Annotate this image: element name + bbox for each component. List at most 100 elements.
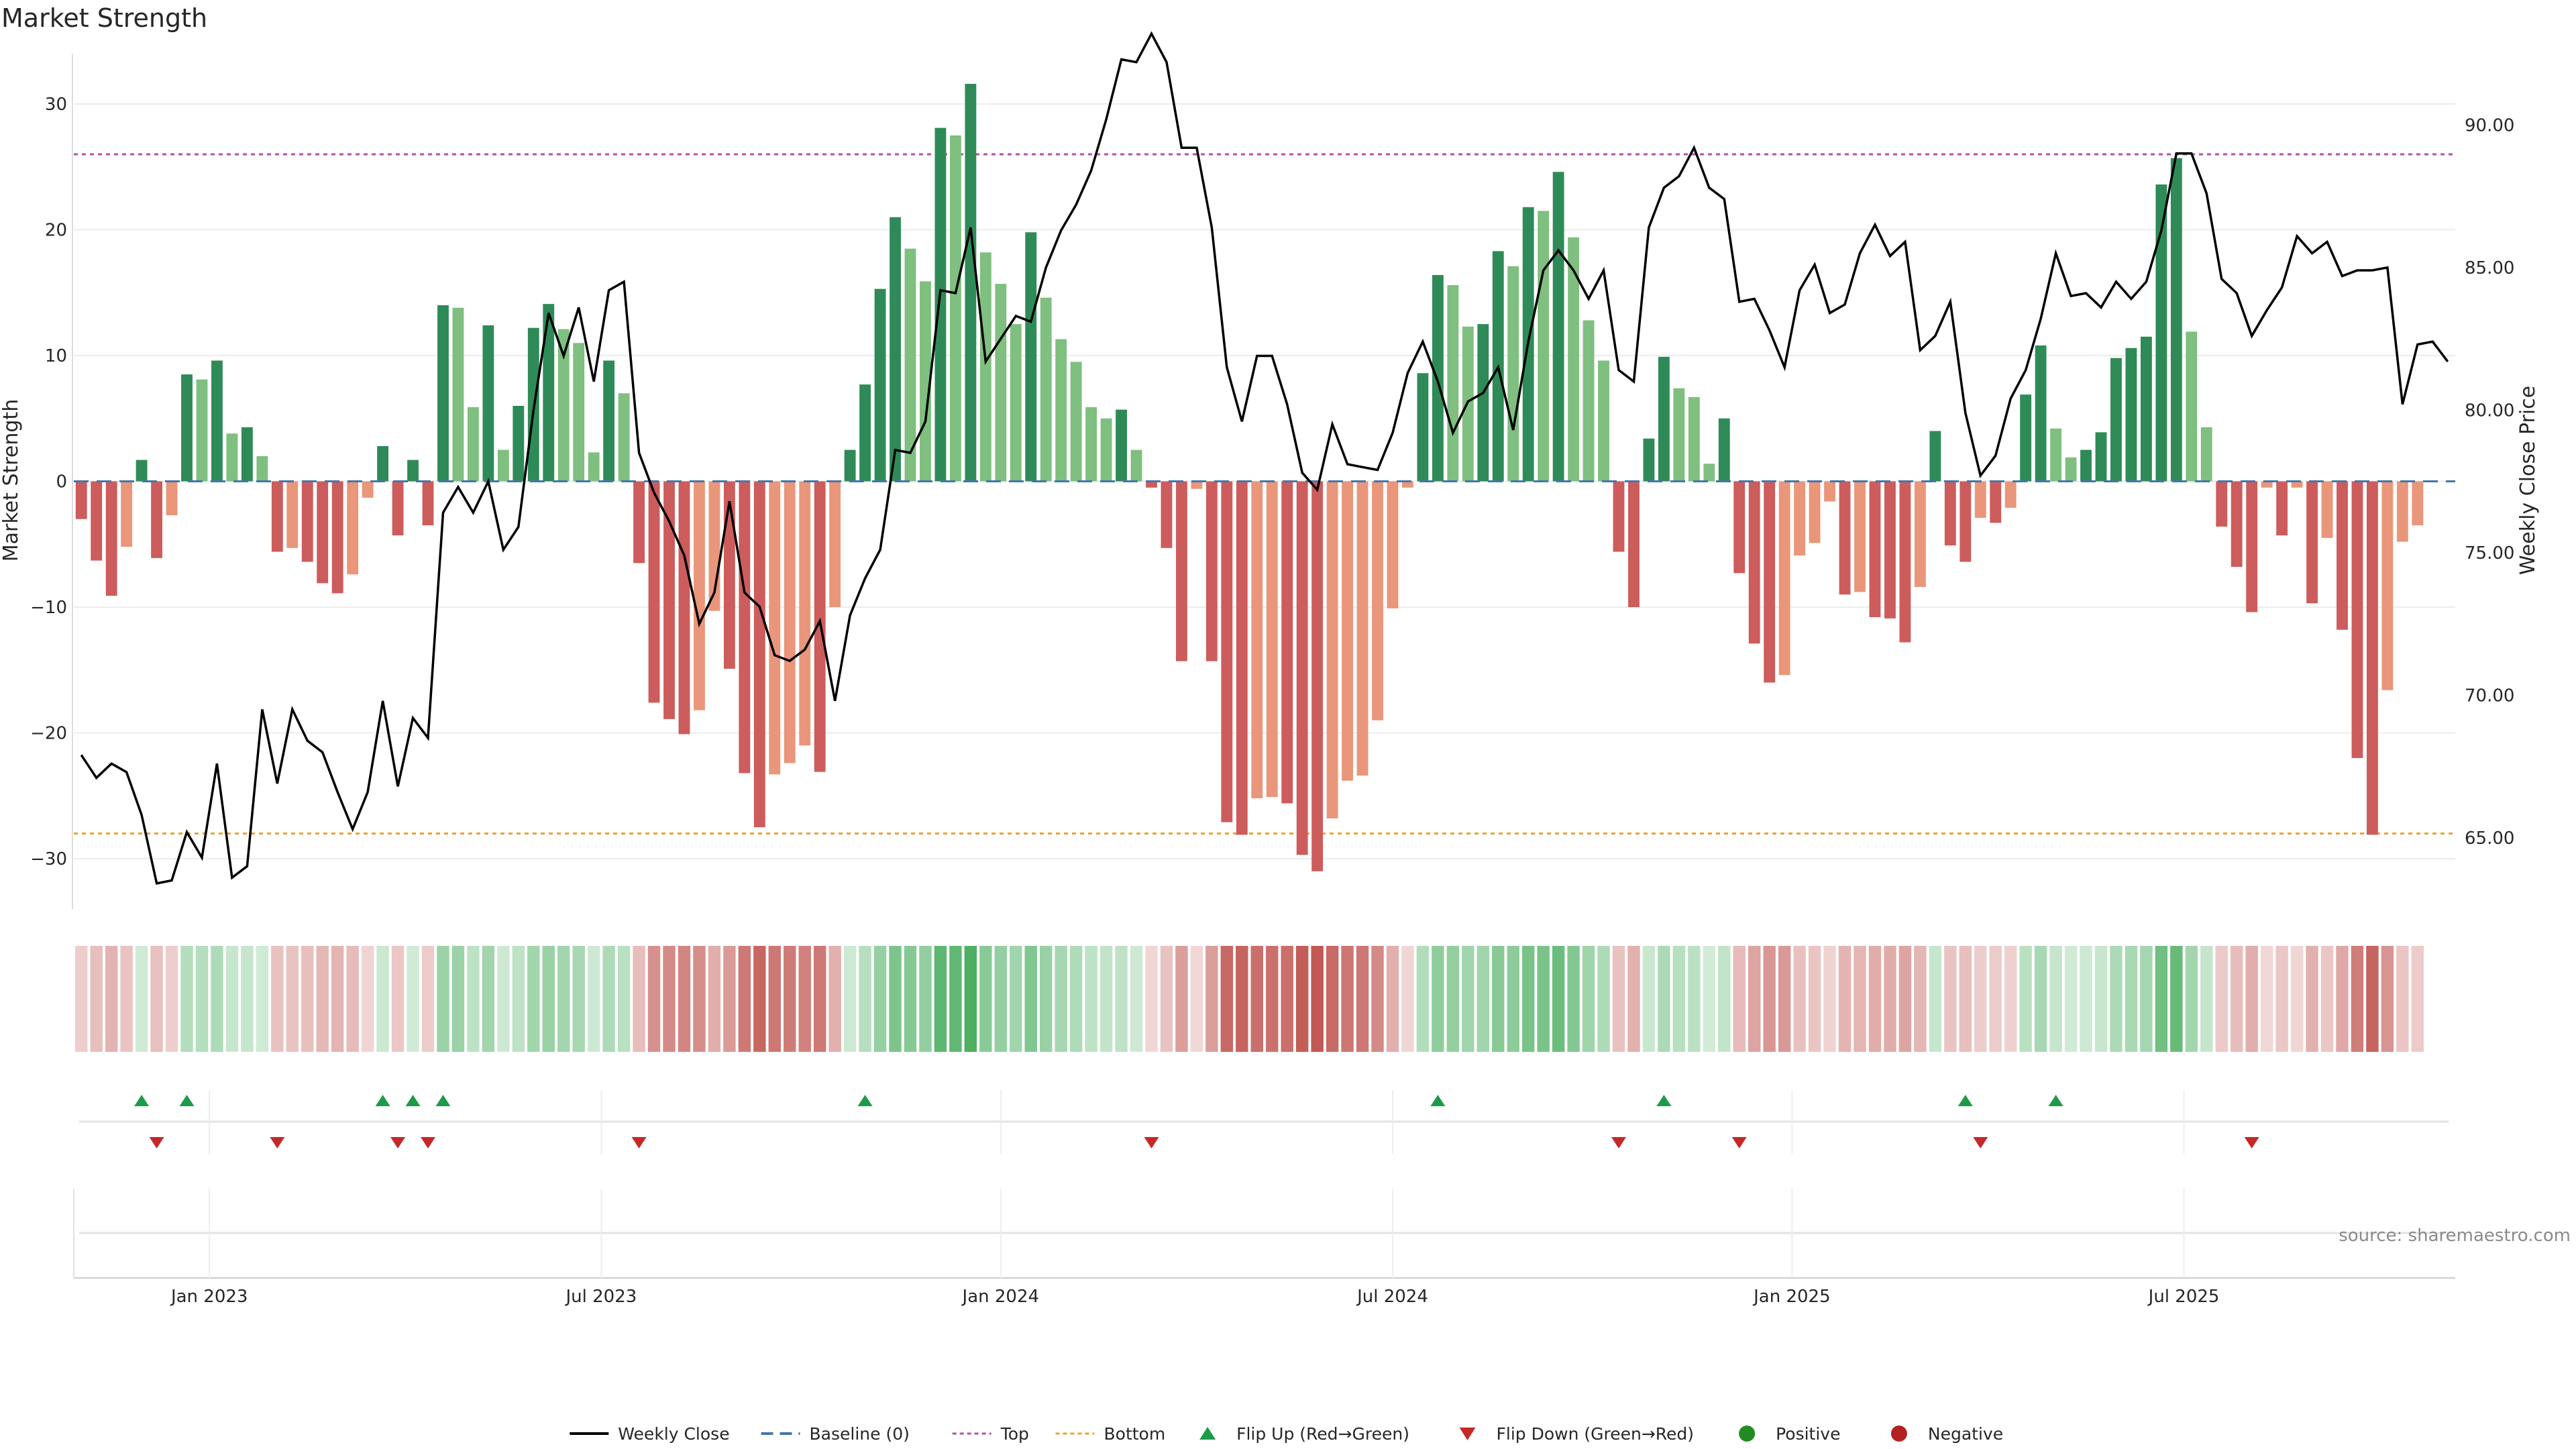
heat-cell	[813, 946, 826, 1052]
strength-bar	[2216, 481, 2228, 527]
heat-cell	[1160, 946, 1173, 1052]
legend-item-pos: Positive	[1739, 1424, 1840, 1444]
heat-cell	[1416, 946, 1430, 1052]
strength-bar	[1538, 211, 1550, 482]
left-tick-label: 30	[45, 95, 67, 115]
legend-label: Flip Down (Green→Red)	[1497, 1424, 1695, 1444]
strength-bar	[1326, 481, 1338, 818]
heat-cell	[316, 946, 329, 1052]
heat-cell	[150, 946, 163, 1052]
strength-bar	[1839, 481, 1851, 595]
legend-item-flipup: Flip Up (Red→Green)	[1199, 1424, 1409, 1444]
strength-bar	[678, 481, 690, 735]
x-tick-label: Jul 2024	[1356, 1287, 1428, 1307]
strength-bar	[2140, 336, 2152, 482]
strength-bar	[437, 305, 449, 482]
heat-cell	[2306, 946, 2318, 1052]
strength-bar	[1130, 449, 1142, 482]
heat-cell	[1205, 946, 1218, 1052]
heat-cell	[1778, 946, 1791, 1052]
heat-cell	[467, 946, 480, 1052]
legend-swatch-positive	[1739, 1426, 1756, 1442]
strength-bar	[1974, 481, 1986, 518]
strength-bar	[1613, 481, 1625, 552]
heat-cell	[1507, 946, 1519, 1052]
flip-down-marker	[149, 1137, 164, 1148]
flip-down-marker	[390, 1137, 406, 1148]
strength-bar	[331, 481, 343, 594]
strength-bar	[2246, 481, 2258, 612]
heat-cell	[1055, 946, 1067, 1052]
strength-bar	[136, 460, 148, 482]
strength-bar	[1447, 285, 1459, 482]
strength-bars	[75, 84, 2424, 871]
flip-down-marker	[1611, 1137, 1627, 1148]
strength-bar	[979, 252, 991, 482]
heat-cell	[587, 946, 600, 1052]
strength-bar	[723, 481, 735, 669]
heat-cell	[2215, 946, 2228, 1052]
legend-swatch-flip-up	[1199, 1427, 1216, 1440]
heat-cell	[542, 946, 555, 1052]
legend-label: Baseline (0)	[810, 1424, 910, 1444]
heat-cell	[1401, 946, 1414, 1052]
heat-cell	[1099, 946, 1113, 1052]
strength-bar	[1372, 481, 1383, 720]
strength-heat-strip	[75, 946, 2424, 1052]
heat-cell	[241, 946, 254, 1052]
heat-cell	[2351, 946, 2364, 1052]
legend-swatch-flip-down	[1459, 1428, 1476, 1440]
x-tick-label: Jul 2025	[2147, 1287, 2220, 1307]
legend-label: Flip Up (Red→Green)	[1236, 1424, 1409, 1444]
flip-down-marker	[1144, 1137, 1159, 1148]
heat-cell	[1295, 946, 1309, 1052]
heat-cell	[2155, 946, 2168, 1052]
strength-bar	[1417, 373, 1429, 482]
strength-bar	[2231, 481, 2243, 567]
heat-cell	[1718, 946, 1731, 1052]
strength-bar	[2035, 345, 2047, 482]
strength-bar	[392, 481, 404, 536]
heat-cell	[1492, 946, 1505, 1052]
strength-bar	[2306, 481, 2318, 604]
heat-cell	[633, 946, 645, 1052]
heat-cell	[1974, 946, 1987, 1052]
heat-cell	[873, 946, 887, 1052]
heat-cell	[2019, 946, 2032, 1052]
strength-bar	[663, 481, 675, 719]
heat-cell	[527, 946, 540, 1052]
heat-cell	[2185, 946, 2198, 1052]
heat-cell	[964, 946, 977, 1052]
strength-bar	[1311, 481, 1324, 871]
heat-cell	[437, 946, 449, 1052]
flip-down-marker	[421, 1137, 436, 1148]
heat-cell	[1823, 946, 1836, 1052]
strength-bar	[1221, 481, 1233, 822]
legend-item-top: Top	[952, 1424, 1029, 1444]
heat-cell	[2110, 946, 2123, 1052]
left-tick-label: 10	[45, 346, 67, 366]
strength-bar	[2366, 481, 2378, 835]
strength-bar	[784, 481, 796, 763]
heat-cell	[1838, 946, 1851, 1052]
heat-cell	[2381, 946, 2394, 1052]
flip-up-marker	[2048, 1095, 2063, 1106]
strength-bar	[1582, 320, 1595, 482]
strength-bar	[1688, 396, 1700, 482]
flip-up-marker	[375, 1095, 390, 1106]
heat-cell	[1311, 946, 1324, 1052]
strength-bar	[2321, 481, 2333, 538]
heat-cell	[1281, 946, 1293, 1052]
strength-bar	[2337, 481, 2348, 630]
flip-up-marker	[405, 1095, 421, 1106]
flip-down-marker	[631, 1137, 647, 1148]
strength-bar	[2080, 449, 2092, 482]
legend-item-bottom: Bottom	[1055, 1424, 1165, 1444]
strength-bar	[1718, 418, 1730, 482]
heat-cell	[753, 946, 766, 1052]
heat-cell	[2094, 946, 2108, 1052]
right-axis-label: Weekly Close Price	[2516, 386, 2540, 575]
heat-cell	[1582, 946, 1595, 1052]
strength-bar	[1025, 232, 1037, 482]
